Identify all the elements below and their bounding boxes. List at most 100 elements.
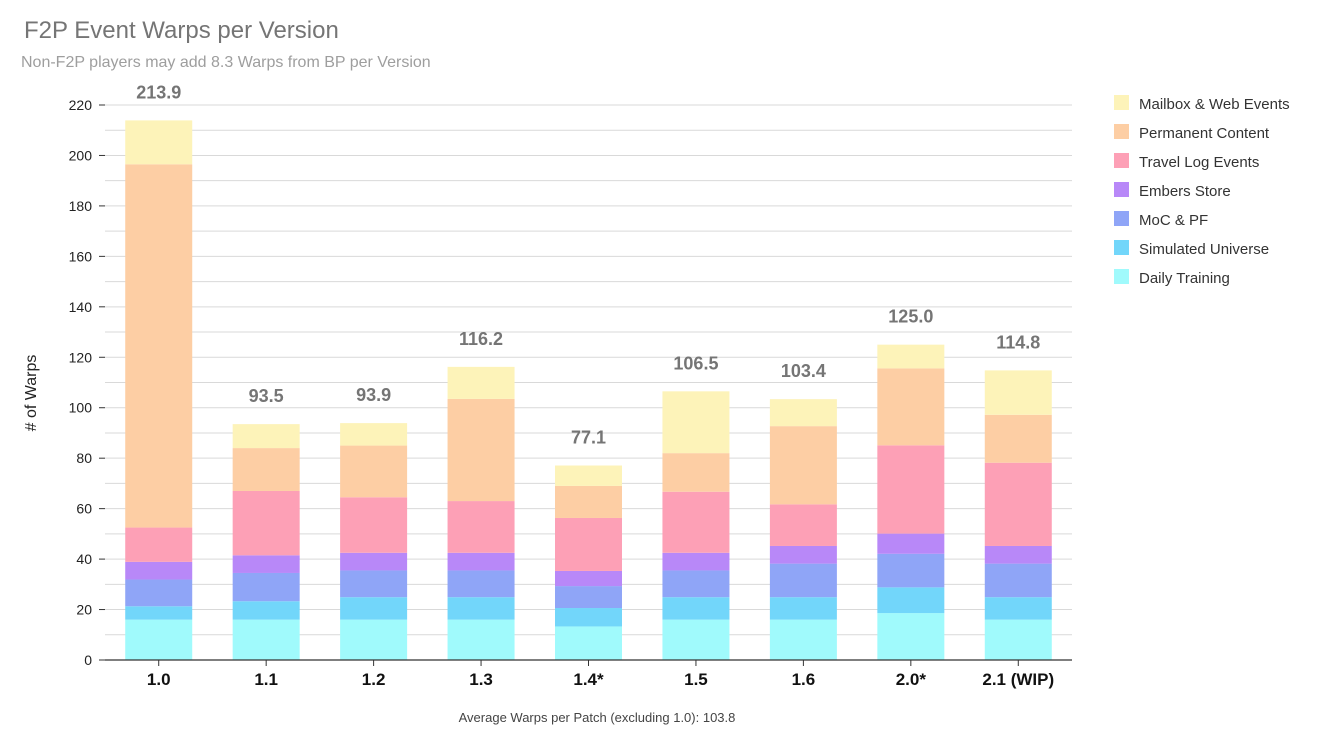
bar-stack <box>340 423 408 660</box>
bar-segment <box>877 553 945 588</box>
bar-segment <box>769 426 837 505</box>
bar-segment <box>232 490 300 556</box>
bar-stack <box>662 391 730 660</box>
bar-segment <box>662 597 730 620</box>
bar-segment <box>769 504 837 546</box>
bar-segment <box>232 448 300 491</box>
total-label: 114.8 <box>996 332 1040 352</box>
legend-swatch <box>1114 153 1129 168</box>
legend-label: Travel Log Events <box>1139 154 1259 171</box>
total-label: 103.4 <box>781 361 826 381</box>
legend-label: Embers Store <box>1139 183 1231 200</box>
bar-segment <box>555 570 622 587</box>
y-tick-label: 200 <box>69 147 93 163</box>
legend-item: MoC & PF <box>1114 211 1208 229</box>
bar-segment <box>984 563 1052 598</box>
y-tick-label: 160 <box>69 248 93 264</box>
x-tick-label: 1.1 <box>254 670 278 689</box>
total-label: 93.5 <box>249 386 284 406</box>
y-tick-label: 20 <box>76 602 92 618</box>
bar-segment <box>555 586 622 609</box>
bar-segment <box>125 579 193 607</box>
y-tick-label: 40 <box>76 551 92 567</box>
bar-segment <box>662 619 730 660</box>
bar-segment <box>984 597 1052 620</box>
bar-segment <box>877 533 945 554</box>
bar-segment <box>232 619 300 660</box>
bar-segment <box>125 120 193 165</box>
bar-segment <box>877 445 945 534</box>
total-label: 125.0 <box>888 307 933 327</box>
bar-segment <box>984 619 1052 660</box>
legend-swatch <box>1114 211 1129 226</box>
bar-segment <box>125 619 193 660</box>
legend-item: Simulated Universe <box>1114 240 1269 258</box>
legend-label: Mailbox & Web Events <box>1139 96 1290 113</box>
legend-swatch <box>1114 182 1129 197</box>
bar-segment <box>340 497 408 553</box>
y-tick-label: 0 <box>84 652 92 668</box>
legend-item: Daily Training <box>1114 269 1230 287</box>
bar-segment <box>340 552 408 571</box>
bar-segment <box>769 399 837 427</box>
bar-segment <box>340 445 408 498</box>
legend-swatch <box>1114 124 1129 139</box>
chart-footnote: Average Warps per Patch (excluding 1.0):… <box>459 710 736 725</box>
bar-segment <box>984 545 1052 564</box>
bar-segment <box>555 485 622 518</box>
bar-segment <box>555 608 622 627</box>
bar-segment <box>125 164 193 528</box>
legend-item: Travel Log Events <box>1114 153 1259 171</box>
legend-item: Embers Store <box>1114 182 1231 200</box>
bar-segment <box>447 366 515 399</box>
bar-segment <box>447 501 515 553</box>
bar-segment <box>662 453 730 492</box>
bar-segment <box>125 561 193 580</box>
legend-swatch <box>1114 240 1129 255</box>
bars <box>125 120 1052 660</box>
bar-stack <box>984 370 1052 660</box>
y-tick-label: 140 <box>69 299 93 315</box>
bar-stack <box>125 120 193 660</box>
legend-label: MoC & PF <box>1139 212 1208 229</box>
legend-swatch <box>1114 95 1129 110</box>
x-tick-label: 2.1 (WIP) <box>982 670 1054 689</box>
legend: Mailbox & Web Events Permanent Content Tra… <box>1114 95 1290 287</box>
bar-segment <box>340 619 408 660</box>
y-tick-label: 60 <box>76 501 92 517</box>
y-axis-ticks: 0 20 40 60 80 100 120 140 160 180 200 220 <box>69 97 105 668</box>
bar-segment <box>125 527 193 562</box>
bar-segment <box>447 619 515 660</box>
bar-segment <box>877 344 945 369</box>
y-tick-label: 120 <box>69 349 93 365</box>
bar-segment <box>340 597 408 620</box>
x-tick-label: 1.2 <box>362 670 386 689</box>
total-label: 77.1 <box>571 427 606 447</box>
bar-stack <box>447 366 515 660</box>
bar-segment <box>447 570 515 598</box>
bar-segment <box>662 552 730 571</box>
total-label: 213.9 <box>136 82 181 102</box>
bar-segment <box>662 491 730 553</box>
x-tick-label: 1.4* <box>573 670 604 689</box>
bar-stack <box>769 399 837 660</box>
bar-segment <box>984 414 1052 463</box>
x-tick-label: 1.3 <box>469 670 493 689</box>
chart-subtitle: Non-F2P players may add 8.3 Warps from B… <box>21 54 431 71</box>
legend-swatch <box>1114 269 1129 284</box>
y-axis-label: # of Warps <box>23 355 40 432</box>
bar-segment <box>447 398 515 502</box>
bar-segment <box>232 572 300 602</box>
x-tick-label: 1.5 <box>684 670 708 689</box>
bar-stack <box>877 344 945 660</box>
bar-segment <box>877 368 945 446</box>
legend-item: Permanent Content <box>1114 124 1270 142</box>
bar-segment <box>555 465 622 486</box>
bar-segment <box>769 619 837 660</box>
x-tick-label: 2.0* <box>896 670 927 689</box>
bar-segment <box>555 517 622 571</box>
bar-segment <box>984 462 1052 546</box>
legend-label: Daily Training <box>1139 270 1230 287</box>
chart-title: F2P Event Warps per Version <box>24 17 339 44</box>
total-label: 106.5 <box>673 353 718 373</box>
